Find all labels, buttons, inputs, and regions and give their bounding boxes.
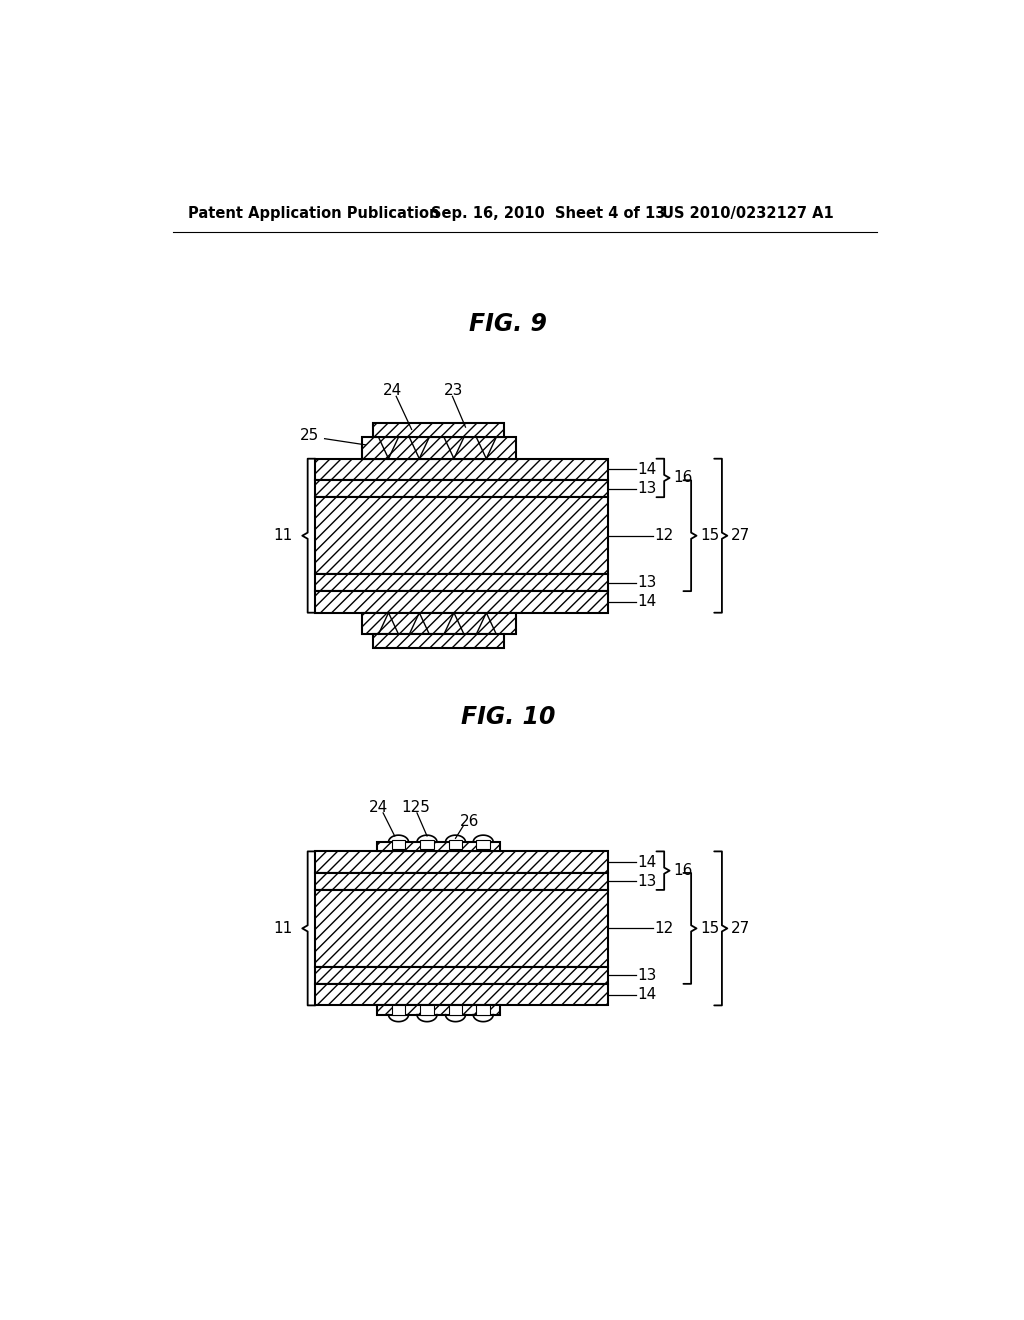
- Text: Sep. 16, 2010  Sheet 4 of 13: Sep. 16, 2010 Sheet 4 of 13: [431, 206, 666, 222]
- Bar: [476, 840, 490, 849]
- Text: US 2010/0232127 A1: US 2010/0232127 A1: [662, 206, 834, 222]
- Text: FIG. 9: FIG. 9: [469, 312, 547, 337]
- Bar: [377, 1006, 500, 1015]
- Bar: [391, 1006, 406, 1015]
- Bar: [420, 1006, 434, 1015]
- Bar: [373, 635, 504, 648]
- Text: 11: 11: [273, 921, 293, 936]
- Bar: [449, 1006, 463, 1015]
- Text: 16: 16: [674, 863, 693, 878]
- Text: 14: 14: [637, 594, 656, 610]
- Bar: [315, 873, 608, 890]
- Text: FIG. 10: FIG. 10: [461, 705, 555, 729]
- Bar: [449, 840, 463, 849]
- Text: 27: 27: [731, 528, 751, 544]
- Text: 23: 23: [444, 383, 464, 399]
- Text: 24: 24: [383, 383, 402, 399]
- Text: 13: 13: [637, 482, 656, 496]
- Bar: [315, 480, 608, 498]
- Bar: [315, 983, 608, 1006]
- Text: 14: 14: [637, 854, 656, 870]
- Text: 12: 12: [654, 528, 674, 544]
- Text: 14: 14: [637, 987, 656, 1002]
- Text: Patent Application Publication: Patent Application Publication: [188, 206, 440, 222]
- Bar: [377, 842, 500, 851]
- Bar: [315, 574, 608, 591]
- Bar: [315, 459, 608, 480]
- Bar: [315, 890, 608, 966]
- Bar: [476, 1006, 490, 1015]
- Text: 125: 125: [401, 800, 430, 814]
- Text: 16: 16: [674, 470, 693, 486]
- Bar: [391, 840, 406, 849]
- Text: 26: 26: [460, 814, 479, 829]
- Text: 25: 25: [300, 428, 318, 444]
- Text: 12: 12: [654, 921, 674, 936]
- Bar: [361, 612, 515, 635]
- Text: 14: 14: [637, 462, 656, 477]
- Bar: [420, 840, 434, 849]
- Bar: [315, 851, 608, 873]
- Bar: [315, 966, 608, 983]
- Text: 11: 11: [273, 528, 293, 544]
- Text: 13: 13: [637, 576, 656, 590]
- Bar: [373, 424, 504, 437]
- Bar: [315, 498, 608, 574]
- Text: 15: 15: [700, 528, 720, 544]
- Text: 24: 24: [369, 800, 388, 814]
- Bar: [315, 591, 608, 612]
- Text: 27: 27: [731, 921, 751, 936]
- Text: 13: 13: [637, 874, 656, 888]
- Bar: [361, 437, 515, 459]
- Text: 15: 15: [700, 921, 720, 936]
- Text: 13: 13: [637, 968, 656, 983]
